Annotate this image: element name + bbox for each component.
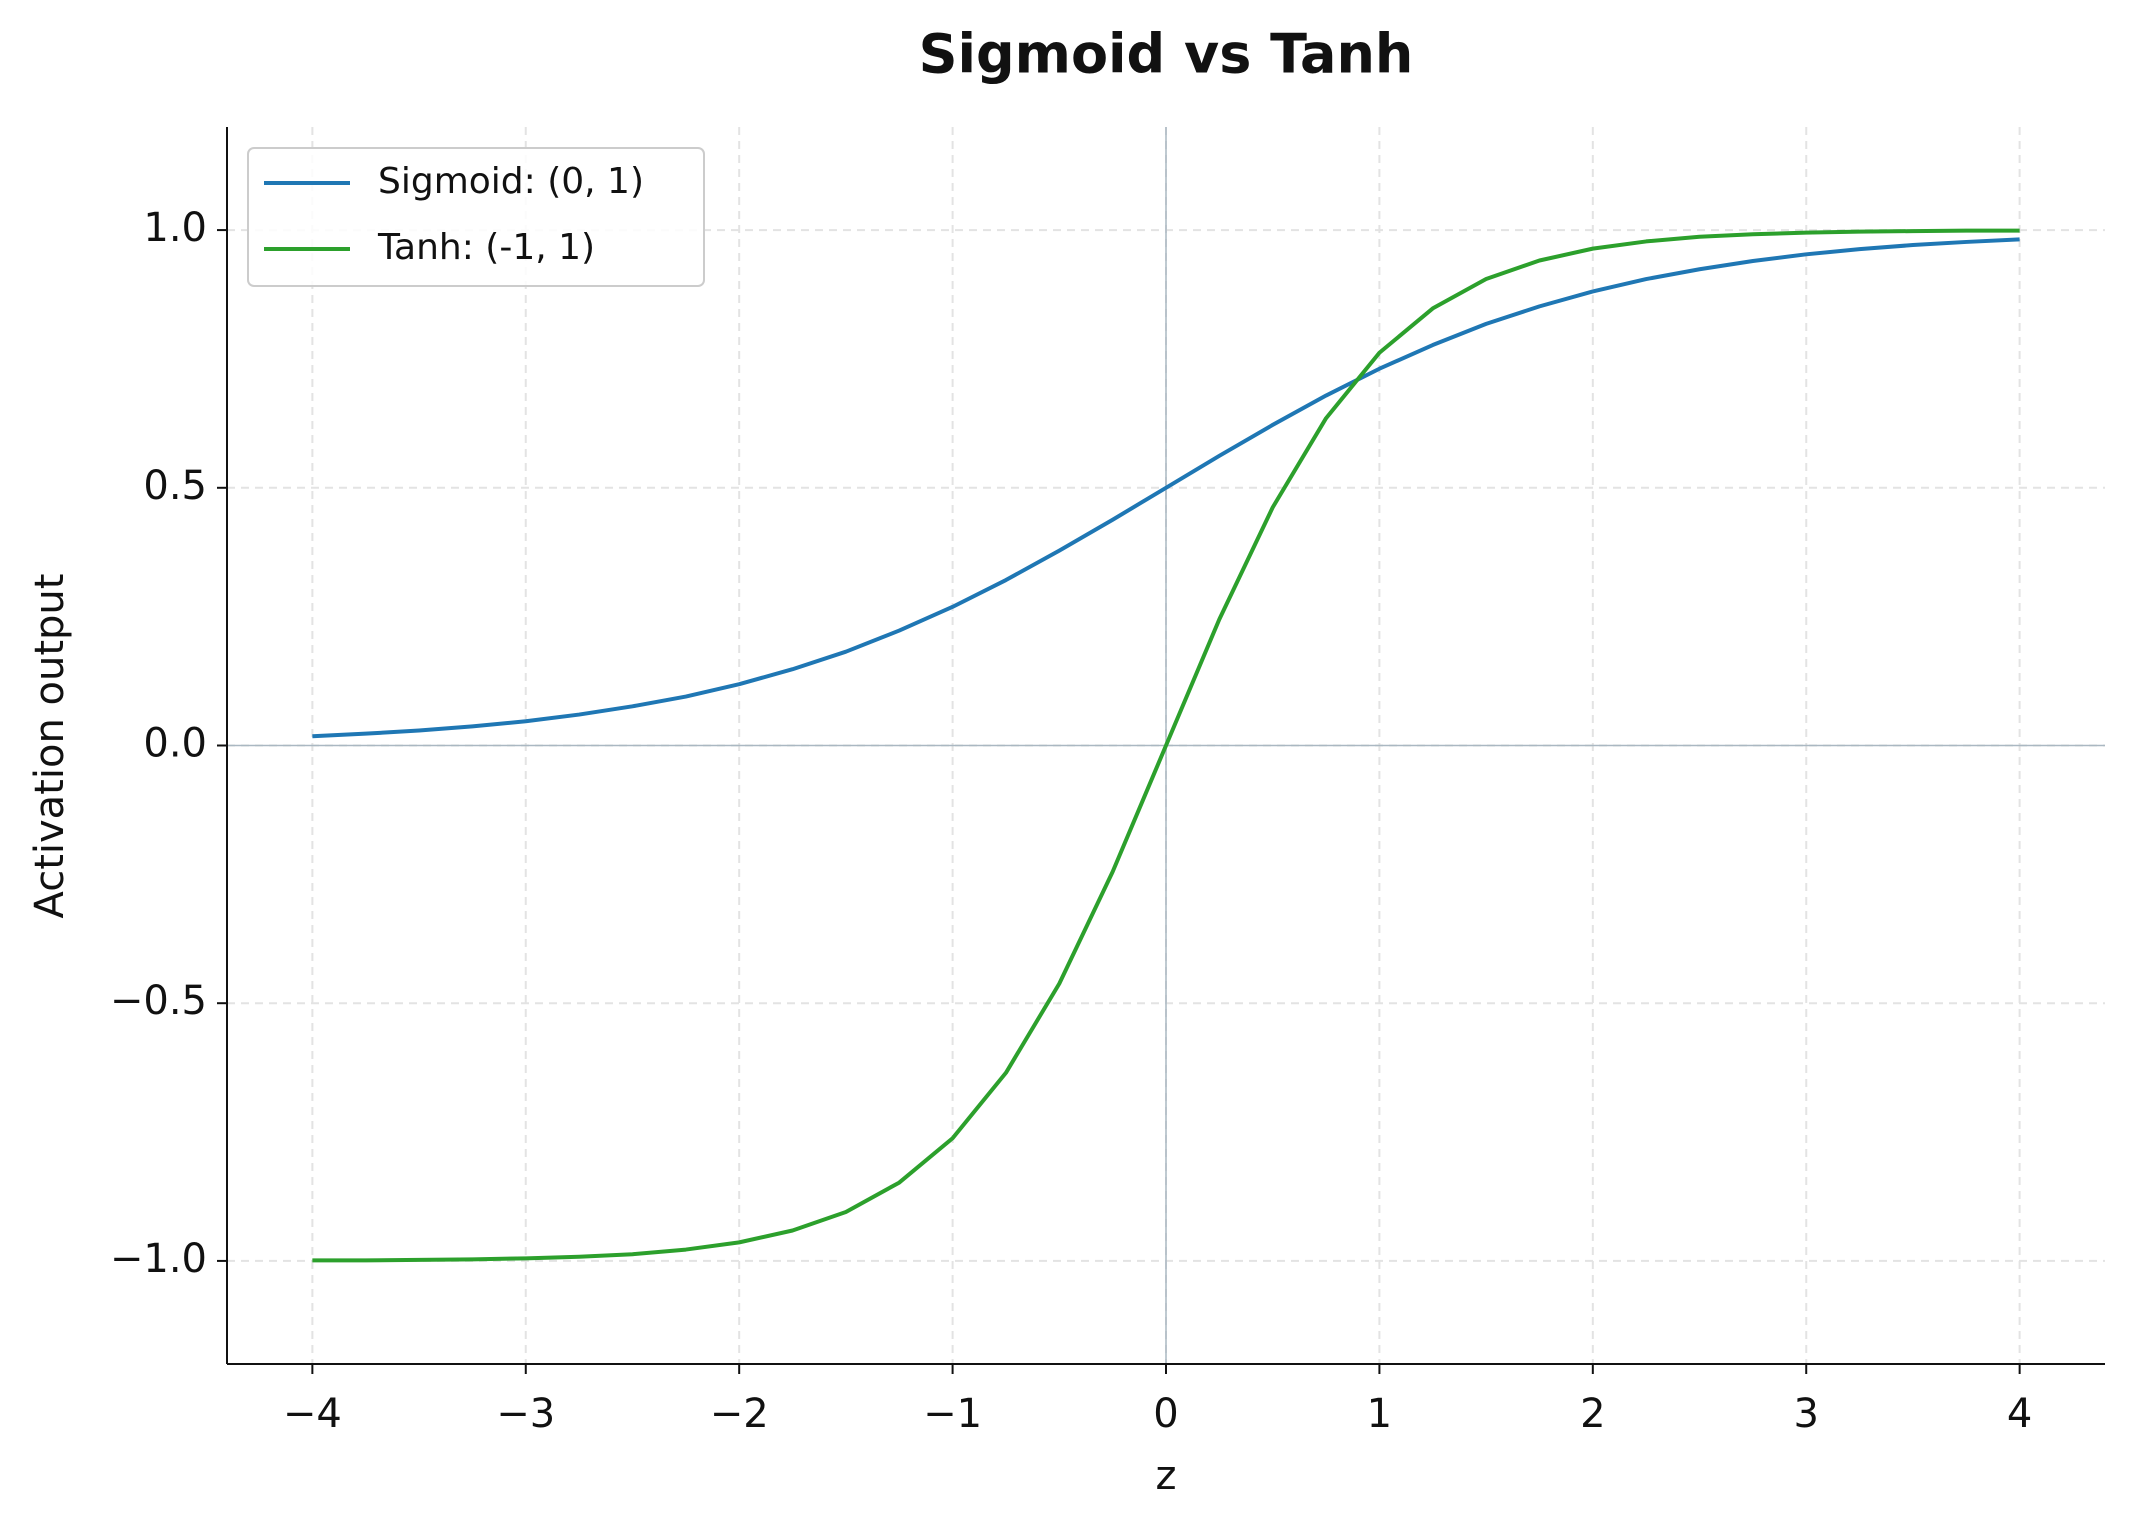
x-tick-label: 4 bbox=[2007, 1391, 2032, 1437]
x-tick-label: −4 bbox=[283, 1391, 342, 1437]
y-tick-label: −0.5 bbox=[110, 978, 207, 1024]
y-tick-label: 1.0 bbox=[143, 205, 207, 251]
x-tick-label: 0 bbox=[1153, 1391, 1178, 1437]
y-axis-label: Activation output bbox=[27, 574, 73, 919]
line-series bbox=[312, 237, 2020, 739]
y-tick-label: 0.5 bbox=[143, 463, 207, 509]
x-tick-label: 1 bbox=[1367, 1391, 1392, 1437]
x-axis-label: z bbox=[1156, 1453, 1177, 1499]
x-tick-label: −3 bbox=[496, 1391, 555, 1437]
legend-label: Tanh: (-1, 1) bbox=[377, 227, 595, 268]
y-tick-label: −1.0 bbox=[110, 1236, 207, 1282]
chart-title: Sigmoid vs Tanh bbox=[919, 23, 1414, 86]
y-tick-label: 0.0 bbox=[143, 721, 207, 767]
legend-label: Sigmoid: (0, 1) bbox=[378, 161, 644, 202]
line-series bbox=[312, 228, 2020, 1263]
x-tick-label: 3 bbox=[1794, 1391, 1819, 1437]
x-tick-label: 2 bbox=[1580, 1391, 1605, 1437]
x-tick-label: −1 bbox=[923, 1391, 982, 1437]
x-tick-label: −2 bbox=[710, 1391, 769, 1437]
legend-box bbox=[247, 147, 705, 287]
